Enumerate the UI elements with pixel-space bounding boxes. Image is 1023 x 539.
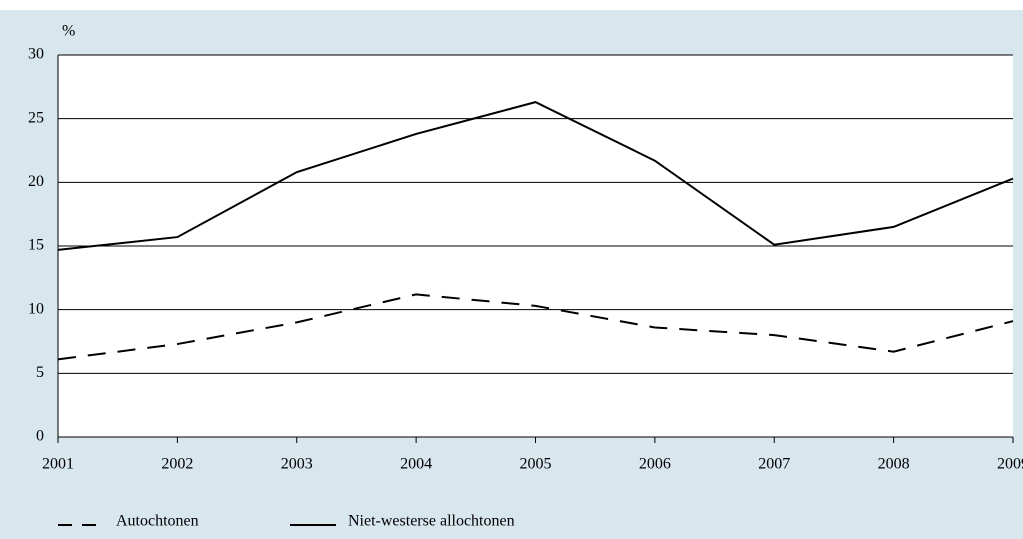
y-axis-label: %	[62, 23, 75, 40]
x-tick-label: 2007	[758, 456, 790, 473]
x-tick-label: 2004	[400, 456, 432, 473]
series-line	[57, 293, 1014, 361]
y-tick-label: 30	[28, 46, 44, 63]
y-tick-label: 0	[36, 428, 44, 445]
y-tick-label: 5	[36, 364, 44, 381]
series-line	[57, 101, 1014, 251]
x-tick-label: 2005	[520, 456, 552, 473]
y-tick-label: 25	[28, 109, 44, 126]
x-tick-label: 2008	[878, 456, 910, 473]
legend-label: Niet-westerse allochtonen	[348, 513, 515, 530]
x-tick-label: 2006	[639, 456, 671, 473]
x-tick-label: 2009	[997, 456, 1023, 473]
x-tick-label: 2001	[42, 456, 74, 473]
x-tick-label: 2003	[281, 456, 313, 473]
y-tick-label: 15	[28, 237, 44, 254]
x-tick-label: 2002	[161, 456, 193, 473]
y-tick-label: 10	[28, 300, 44, 317]
legend-label: Autochtonen	[116, 513, 199, 530]
y-tick-label: 20	[28, 173, 44, 190]
